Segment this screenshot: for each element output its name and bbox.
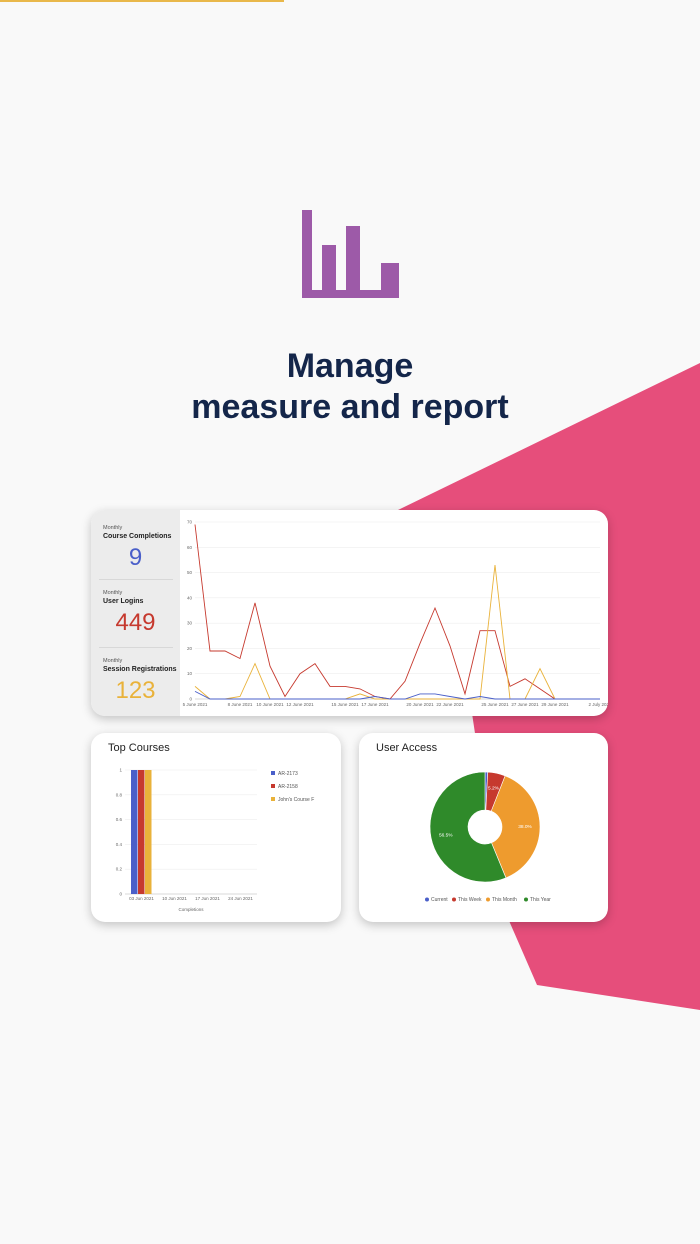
series-line xyxy=(194,564,600,700)
x-tick-label: 22 June 2021 xyxy=(436,702,464,707)
stats-panel: Monthly Course Completions 9 Monthly Use… xyxy=(91,510,180,716)
stat-period: Monthly xyxy=(103,525,123,531)
x-tick-label: 10 Jun 2021 xyxy=(162,896,187,901)
top-courses-card: 0 0.2 0.4 0.6 0.8 1 03 Jun 2021 10 Jun 2021 17 J… xyxy=(91,733,341,922)
x-tick-label: 03 Jun 2021 xyxy=(129,896,154,901)
top-courses-title: Top Courses xyxy=(108,742,170,754)
stat-value: 9 xyxy=(128,544,143,571)
legend-dot xyxy=(425,897,429,902)
legend-label: This Month xyxy=(492,897,517,903)
y-tick-label: 40 xyxy=(187,595,193,600)
donut-slice xyxy=(429,771,507,883)
x-tick-label: 17 June 2021 xyxy=(361,702,389,707)
y-tick-label: 0.2 xyxy=(116,867,123,872)
legend-swatch xyxy=(271,797,275,801)
stat-value: 123 xyxy=(115,677,156,704)
bar xyxy=(138,770,145,894)
slice-label: 38.0% xyxy=(518,824,532,830)
user-access-donut-chart: 5.2% 38.0% 56.5% Current This Week This Month… xyxy=(425,771,551,903)
y-tick-label: 0.8 xyxy=(116,792,123,797)
y-tick-label: 0 xyxy=(189,697,192,702)
legend-dot xyxy=(486,897,490,902)
legend-dot xyxy=(524,897,528,902)
activity-line-chart: 0 10 20 30 40 50 60 70 5 June 2021 8 June 2021 10 … xyxy=(183,520,608,708)
x-axis-label: Completions xyxy=(178,907,204,912)
headline-line-2: measure and report xyxy=(191,388,509,426)
y-tick-label: 20 xyxy=(187,646,193,651)
legend-dot xyxy=(452,897,456,902)
stat-name: Session Registrations xyxy=(103,666,177,673)
x-tick-label: 27 June 2021 xyxy=(511,702,539,707)
x-tick-label: 25 June 2021 xyxy=(481,702,509,707)
legend-label: AR-2158 xyxy=(278,784,298,790)
slice-label: 56.5% xyxy=(439,832,453,838)
y-tick-label: 70 xyxy=(187,520,193,525)
stat-name: User Logins xyxy=(103,598,144,605)
stat-period: Monthly xyxy=(103,590,123,596)
x-tick-label: 10 June 2021 xyxy=(256,702,284,707)
stat-value: 449 xyxy=(115,609,156,636)
legend-label: This Year xyxy=(530,897,551,903)
x-tick-label: 5 June 2021 xyxy=(183,702,208,707)
user-access-card: 5.2% 38.0% 56.5% Current This Week This Month… xyxy=(359,733,608,922)
x-tick-label: 2 July 2021 xyxy=(588,702,608,707)
headline: Manage measure and report xyxy=(0,346,700,428)
y-tick-label: 10 xyxy=(187,671,193,676)
slice-label: 5.2% xyxy=(488,785,500,791)
user-access-title: User Access xyxy=(376,742,438,754)
y-tick-label: 60 xyxy=(187,545,193,550)
legend-label: AR-2173 xyxy=(278,771,298,777)
donut-slice xyxy=(490,775,541,879)
top-courses-bar-chart: 0 0.2 0.4 0.6 0.8 1 03 Jun 2021 10 Jun 2021 17 J… xyxy=(116,768,315,913)
y-tick-label: 0.4 xyxy=(116,842,123,847)
x-tick-label: 24 Jun 2021 xyxy=(228,896,253,901)
x-tick-label: 20 June 2021 xyxy=(406,702,434,707)
bar xyxy=(131,770,138,894)
activity-card: Monthly Course Completions 9 Monthly Use… xyxy=(91,510,608,716)
legend-swatch xyxy=(271,771,275,775)
legend-label: This Week xyxy=(458,897,482,903)
y-tick-label: 0 xyxy=(119,892,122,897)
x-tick-label: 29 June 2021 xyxy=(541,702,569,707)
legend-swatch xyxy=(271,784,275,788)
y-tick-label: 1 xyxy=(119,768,122,773)
stat-name: Course Completions xyxy=(103,533,172,540)
y-tick-label: 30 xyxy=(187,621,193,626)
stat-period: Monthly xyxy=(103,658,123,664)
legend-label: Current xyxy=(431,897,448,903)
stat-divider xyxy=(99,647,173,648)
x-tick-label: 12 June 2021 xyxy=(286,702,314,707)
bar-chart-icon xyxy=(302,210,399,298)
top-accent-bar xyxy=(0,0,284,2)
y-tick-label: 0.6 xyxy=(116,817,123,822)
y-tick-label: 50 xyxy=(187,570,193,575)
x-tick-label: 17 Jun 2021 xyxy=(195,896,220,901)
x-tick-label: 8 June 2021 xyxy=(228,702,253,707)
legend-label: John's Course F xyxy=(278,797,314,803)
bar xyxy=(145,770,152,894)
headline-line-1: Manage xyxy=(286,347,414,385)
series-line xyxy=(194,690,600,700)
series-line xyxy=(194,524,600,700)
stat-divider xyxy=(99,579,173,580)
x-tick-label: 15 June 2021 xyxy=(331,702,359,707)
